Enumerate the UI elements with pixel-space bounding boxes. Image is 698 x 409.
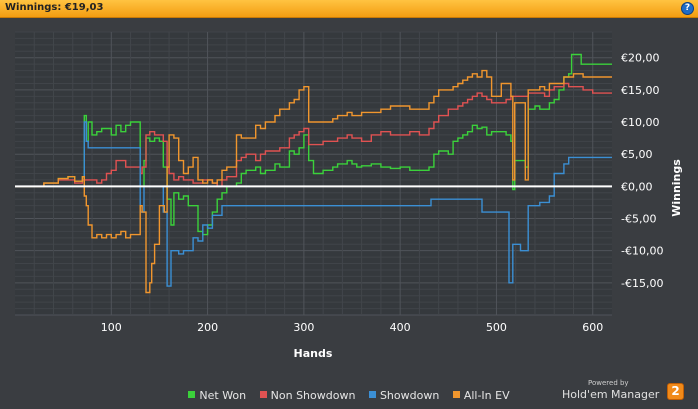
x-tick-label: 100 xyxy=(101,321,122,334)
y-tick-label: €0,00 xyxy=(621,180,653,193)
legend-label: Non Showdown xyxy=(270,389,356,402)
x-tick-label: 300 xyxy=(293,321,314,334)
y-axis-label: Winnings xyxy=(670,159,683,217)
help-icon[interactable]: ? xyxy=(681,2,694,15)
legend-item-net-won[interactable]: Net Won xyxy=(188,389,246,402)
x-tick-label: 600 xyxy=(582,321,603,334)
legend-label: All-In EV xyxy=(463,389,510,402)
y-tick-label: €15,00 xyxy=(621,84,660,97)
y-tick-label: €10,00 xyxy=(621,116,660,129)
axis-ticks: 100 200 300 400 500 600 €20,00 €15,00 €10,00 €5,0… xyxy=(101,52,664,334)
x-tick-label: 200 xyxy=(197,321,218,334)
legend-swatch xyxy=(452,391,460,398)
hm2-logo-icon: 2 xyxy=(667,383,684,400)
window-title: Winnings: €19,03 xyxy=(5,2,104,13)
series-line-net-won xyxy=(15,53,612,236)
x-tick-label: 500 xyxy=(486,321,507,334)
series-line-showdown xyxy=(15,121,612,287)
legend-item-all-in-ev[interactable]: All-In EV xyxy=(452,389,510,402)
legend-swatch xyxy=(188,391,196,398)
legend-swatch xyxy=(368,391,376,398)
series-lines xyxy=(15,53,612,294)
brand-name: Hold'em Manager xyxy=(562,388,660,401)
y-tick-label: -€15,00 xyxy=(621,277,663,290)
legend-item-non-showdown[interactable]: Non Showdown xyxy=(259,389,356,402)
legend-label: Showdown xyxy=(379,389,440,402)
x-tick-label: 400 xyxy=(390,321,411,334)
y-tick-label: -€5,00 xyxy=(621,213,656,226)
series-line-all-in-ev xyxy=(15,69,612,294)
legend-swatch xyxy=(259,391,267,398)
legend-label: Net Won xyxy=(199,389,247,402)
legend-item-showdown[interactable]: Showdown xyxy=(368,389,440,402)
legend: Net Won Non Showdown Showdown All-In EV xyxy=(0,389,698,403)
y-tick-label: €5,00 xyxy=(621,148,653,161)
series-line-non-showdown xyxy=(15,82,612,188)
title-bar: Winnings: €19,03 ? xyxy=(0,0,698,18)
winnings-chart: 100 200 300 400 500 600 €20,00 €15,00 €10,00 €5,0… xyxy=(15,31,683,360)
y-tick-label: -€10,00 xyxy=(621,245,663,258)
y-tick-label: €20,00 xyxy=(621,52,660,65)
x-axis-label: Hands xyxy=(294,347,333,360)
powered-by-text: Powered by xyxy=(588,379,629,387)
